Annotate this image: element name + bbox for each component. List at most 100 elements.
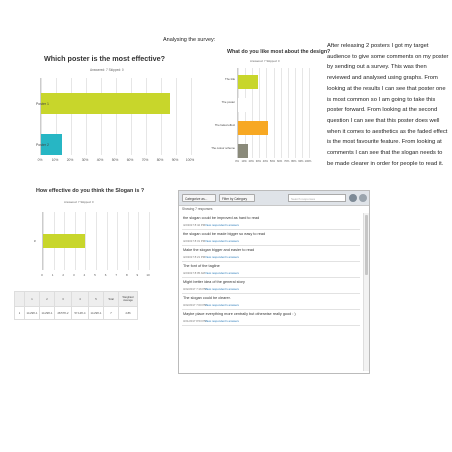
response-count: Showing 7 responses bbox=[182, 207, 213, 211]
response-text: Make the slogan bigger and easier to rea… bbox=[183, 248, 255, 252]
gridline bbox=[245, 68, 247, 158]
gridline bbox=[161, 78, 162, 155]
view-answers-link[interactable]: View respondent's answers bbox=[205, 255, 239, 259]
chart-plot-area bbox=[42, 212, 150, 270]
gridline bbox=[266, 68, 268, 158]
list-item: Might better idea of the general story 3… bbox=[182, 278, 360, 294]
response-date: 3/22/2017 7:00 PM bbox=[183, 303, 207, 307]
gridline bbox=[252, 68, 254, 158]
response-text: the slogan could be made bigger so easy … bbox=[183, 232, 266, 236]
table-header-cell: Total bbox=[103, 291, 119, 307]
x-tick-label: 50% bbox=[111, 158, 119, 162]
gridline bbox=[259, 68, 261, 158]
x-tick-label: 40% bbox=[96, 158, 104, 162]
list-item: The font of the tagline 4/2/2017 8:05 AM… bbox=[182, 262, 360, 278]
scrollbar[interactable] bbox=[363, 213, 369, 371]
x-tick-label: 90% bbox=[171, 158, 179, 162]
x-tick-label: 70% bbox=[141, 158, 149, 162]
view-answers-link[interactable]: View respondent's answers bbox=[205, 303, 239, 307]
gridline bbox=[176, 78, 177, 155]
table-header-cell: 1 bbox=[24, 291, 40, 307]
y-category-label: Poster 2 bbox=[35, 142, 49, 147]
response-text: The font of the tagline bbox=[183, 264, 220, 268]
x-tick-label: 8 bbox=[125, 273, 128, 277]
slogan-effectiveness-chart: How effective do you think the Slogan is… bbox=[26, 185, 156, 280]
scrollbar-thumb[interactable] bbox=[365, 215, 368, 275]
table-cell: 14.29% 1 bbox=[39, 306, 55, 320]
bar bbox=[238, 75, 259, 89]
view-answers-link[interactable]: View respondent's answers bbox=[205, 271, 239, 275]
response-date: 3/21/2017 8:53 PM bbox=[183, 319, 207, 323]
x-tick-label: 5 bbox=[94, 273, 96, 277]
categorize-dropdown[interactable]: Categorize as... bbox=[182, 194, 216, 202]
chart-subtitle: Answered: 7 Skipped: 0 bbox=[250, 59, 280, 63]
x-tick-label: 10% bbox=[241, 160, 247, 163]
gridline bbox=[131, 78, 132, 155]
responses-toolbar: Categorize as... Filter by Category Sear… bbox=[179, 191, 369, 206]
search-input[interactable]: Search responses bbox=[288, 194, 346, 202]
bar bbox=[41, 93, 170, 114]
table-header-cell: 4 bbox=[71, 291, 89, 307]
gridline bbox=[146, 78, 147, 155]
gridline bbox=[280, 68, 282, 158]
bar bbox=[238, 121, 269, 135]
table-header-cell: 3 bbox=[54, 291, 72, 307]
x-tick-label: 20% bbox=[248, 160, 254, 163]
design-likes-chart: What do you like most about the design? … bbox=[201, 43, 330, 169]
x-tick-label: 20% bbox=[66, 158, 74, 162]
bar bbox=[238, 98, 249, 112]
poster-effectiveness-chart: Which poster is the most effective? Answ… bbox=[26, 50, 201, 165]
x-tick-label: 0 bbox=[41, 273, 43, 277]
x-tick-label: 50% bbox=[269, 160, 276, 163]
x-tick-label: 10% bbox=[51, 158, 59, 162]
help-icon[interactable] bbox=[359, 194, 367, 202]
y-category-label: The colour scheme bbox=[211, 146, 235, 150]
table-header-cell: 5 bbox=[88, 291, 104, 307]
chart-subtitle: Answered: 7 Skipped: 0 bbox=[90, 68, 124, 72]
table-row: 1 14.29% 1 14.29% 1 28.57% 2 57.14% 4 14… bbox=[14, 306, 138, 320]
x-tick-label: 30% bbox=[255, 160, 261, 163]
x-tick-label: 4 bbox=[83, 273, 86, 277]
gridline bbox=[294, 68, 296, 158]
search-icon[interactable] bbox=[349, 194, 357, 202]
gridline bbox=[86, 78, 87, 155]
rating-table: 1 2 3 4 5 Total Weighted Average 1 14.29… bbox=[14, 291, 138, 320]
gridline bbox=[238, 68, 239, 158]
gridline bbox=[116, 78, 117, 155]
table-cell: 7 bbox=[103, 306, 119, 320]
response-date: 4/2/2017 8:31 PM bbox=[183, 239, 206, 243]
gridline bbox=[301, 68, 303, 158]
chart-plot-area bbox=[40, 78, 192, 155]
y-category-label: The poster bbox=[221, 100, 235, 104]
view-answers-link[interactable]: View respondent's answers bbox=[205, 223, 239, 227]
filter-category-dropdown[interactable]: Filter by Category bbox=[219, 194, 255, 202]
chart-title: Which poster is the most effective? bbox=[44, 54, 166, 63]
gridline bbox=[149, 212, 150, 270]
gridline bbox=[127, 212, 129, 270]
gridline bbox=[117, 212, 119, 270]
gridline bbox=[138, 212, 140, 270]
x-tick-label: 60% bbox=[276, 160, 283, 163]
x-tick-label: 100% bbox=[304, 160, 312, 163]
response-date: 3/22/2017 7:16 PM bbox=[183, 287, 207, 291]
y-category-label: The faded effect bbox=[214, 123, 235, 127]
x-tick-label: 7 bbox=[115, 273, 118, 277]
gridline bbox=[85, 212, 87, 270]
table-cell: 1 bbox=[14, 306, 25, 320]
table-header-cell bbox=[14, 291, 25, 307]
x-tick-label: 70% bbox=[284, 160, 290, 163]
x-tick-label: 6 bbox=[104, 273, 107, 277]
x-tick-label: 30% bbox=[81, 158, 89, 162]
x-tick-label: 10 bbox=[146, 273, 150, 277]
bar bbox=[43, 234, 86, 248]
x-tick-label: 60% bbox=[126, 158, 134, 162]
view-answers-link[interactable]: View respondent's answers bbox=[205, 239, 239, 243]
response-text: Might better idea of the general story bbox=[183, 280, 245, 284]
x-tick-label: 80% bbox=[291, 160, 297, 163]
view-answers-link[interactable]: View respondent's answers bbox=[205, 287, 239, 291]
gridline bbox=[96, 212, 97, 270]
table-header-cell: Weighted Average bbox=[118, 291, 138, 307]
view-answers-link[interactable]: View respondent's answers bbox=[205, 319, 239, 323]
list-item: Maybe place everything more centrally bu… bbox=[182, 310, 360, 326]
table-cell: 2.86 bbox=[118, 306, 138, 320]
